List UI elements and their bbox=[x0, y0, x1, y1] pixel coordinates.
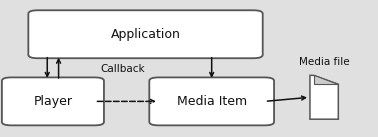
FancyBboxPatch shape bbox=[149, 77, 274, 125]
Polygon shape bbox=[310, 75, 338, 119]
FancyBboxPatch shape bbox=[28, 10, 263, 58]
Text: Media Item: Media Item bbox=[177, 95, 247, 108]
FancyBboxPatch shape bbox=[2, 77, 104, 125]
Text: Application: Application bbox=[111, 28, 180, 41]
Text: Callback: Callback bbox=[100, 64, 145, 73]
Polygon shape bbox=[314, 75, 338, 84]
Text: Media file: Media file bbox=[299, 57, 349, 67]
Text: Player: Player bbox=[33, 95, 73, 108]
